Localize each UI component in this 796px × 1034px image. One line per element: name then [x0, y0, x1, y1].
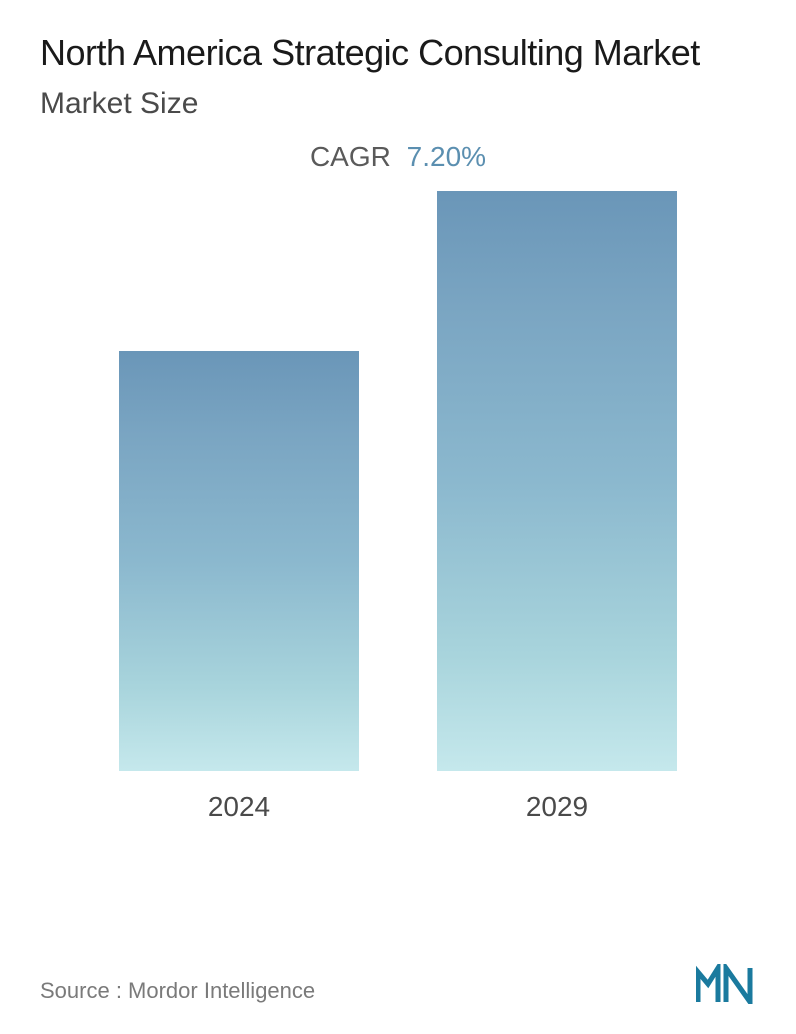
bar-group-0: 2024 — [99, 351, 379, 823]
cagr-label: CAGR — [310, 141, 391, 172]
cagr-value: 7.20% — [407, 141, 486, 172]
chart-area: 2024 2029 — [40, 223, 756, 823]
bar-label-1: 2029 — [526, 791, 588, 823]
source-text: Source : Mordor Intelligence — [40, 978, 315, 1004]
footer: Source : Mordor Intelligence — [40, 964, 756, 1004]
bar-label-0: 2024 — [208, 791, 270, 823]
bar-1 — [437, 191, 677, 771]
bar-0 — [119, 351, 359, 771]
bar-group-1: 2029 — [417, 191, 697, 823]
logo-icon — [696, 964, 756, 1004]
chart-title: North America Strategic Consulting Marke… — [40, 30, 756, 75]
cagr-row: CAGR 7.20% — [40, 141, 756, 173]
chart-subtitle: Market Size — [40, 87, 756, 121]
